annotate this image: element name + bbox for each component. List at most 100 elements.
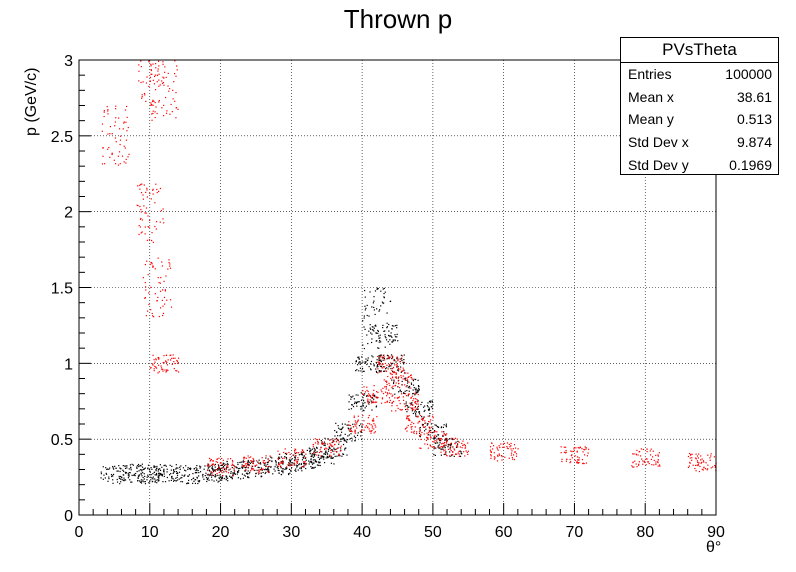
- data-point: [237, 471, 239, 474]
- data-point: [333, 453, 335, 455]
- data-point: [114, 465, 116, 467]
- data-point: [370, 360, 373, 363]
- data-point: [213, 470, 215, 473]
- data-point: [148, 60, 150, 62]
- data-point: [388, 365, 391, 367]
- data-point: [576, 456, 579, 458]
- data-point: [397, 377, 399, 379]
- data-point: [696, 464, 698, 466]
- data-point: [103, 111, 105, 113]
- data-point: [101, 163, 104, 165]
- data-point: [374, 431, 376, 433]
- data-point: [327, 450, 330, 452]
- data-point: [173, 471, 176, 473]
- data-point: [314, 460, 317, 463]
- data-point: [340, 431, 343, 433]
- data-point: [384, 391, 387, 393]
- data-point: [214, 463, 217, 466]
- data-point: [204, 465, 206, 467]
- data-point: [657, 454, 659, 456]
- data-point: [281, 460, 283, 463]
- data-point: [450, 443, 452, 445]
- data-point: [341, 438, 343, 440]
- stats-title: PVsTheta: [621, 38, 778, 63]
- data-point: [430, 423, 433, 425]
- data-point: [655, 454, 657, 457]
- chart-title: Thrown p: [343, 4, 453, 34]
- data-point: [360, 405, 362, 408]
- data-point: [400, 376, 403, 379]
- data-point: [348, 424, 350, 426]
- data-point: [422, 423, 424, 426]
- data-point: [172, 354, 174, 356]
- data-point: [317, 443, 319, 445]
- data-point: [388, 366, 390, 368]
- data-point: [355, 421, 357, 423]
- data-point: [459, 455, 462, 457]
- data-point: [334, 435, 336, 437]
- data-point: [170, 472, 172, 475]
- data-point: [451, 437, 453, 439]
- data-point: [657, 461, 659, 463]
- data-point: [391, 379, 393, 381]
- data-point: [392, 394, 394, 396]
- data-point: [138, 224, 140, 227]
- data-point: [401, 355, 403, 357]
- data-point: [642, 448, 644, 451]
- data-point: [393, 379, 395, 381]
- data-point: [412, 412, 414, 415]
- data-point: [294, 458, 296, 460]
- data-point: [462, 444, 464, 447]
- data-point: [232, 475, 234, 477]
- data-point: [215, 469, 218, 471]
- data-point: [362, 409, 364, 411]
- data-point: [432, 404, 434, 406]
- data-point: [379, 355, 382, 358]
- x-tick-label: 80: [636, 524, 654, 541]
- data-point: [372, 418, 375, 420]
- data-point: [268, 471, 270, 473]
- data-point: [231, 466, 233, 469]
- data-point: [412, 431, 414, 433]
- data-point: [377, 396, 379, 399]
- data-point: [396, 356, 399, 358]
- data-point: [162, 368, 164, 370]
- data-point: [147, 474, 149, 476]
- data-point: [158, 473, 160, 475]
- data-point: [138, 465, 140, 468]
- data-point: [151, 113, 153, 115]
- data-point: [436, 440, 438, 442]
- data-point: [372, 329, 374, 331]
- data-point: [317, 441, 319, 444]
- data-point: [178, 471, 181, 473]
- data-point: [645, 464, 647, 466]
- data-point: [295, 468, 297, 470]
- data-point: [268, 465, 270, 468]
- y-tick-label: 0.5: [51, 432, 73, 449]
- data-point: [130, 469, 132, 471]
- data-point: [159, 468, 161, 470]
- data-point: [410, 387, 412, 389]
- data-point: [377, 332, 379, 334]
- data-point: [184, 474, 186, 476]
- data-point: [417, 393, 419, 396]
- data-point: [313, 455, 316, 457]
- data-point: [657, 455, 659, 457]
- data-point: [112, 473, 115, 476]
- data-point: [257, 471, 259, 473]
- data-point: [378, 341, 380, 343]
- data-point: [415, 403, 418, 405]
- data-point: [128, 474, 130, 476]
- data-point: [326, 443, 329, 445]
- data-point: [148, 85, 150, 88]
- data-point: [313, 454, 315, 456]
- data-point: [152, 99, 154, 101]
- data-point: [433, 438, 436, 440]
- data-point: [177, 362, 179, 365]
- data-point: [199, 467, 201, 469]
- data-point: [196, 476, 198, 478]
- data-point: [112, 479, 114, 481]
- data-point: [161, 261, 163, 263]
- data-point: [140, 473, 142, 475]
- data-point: [252, 467, 254, 470]
